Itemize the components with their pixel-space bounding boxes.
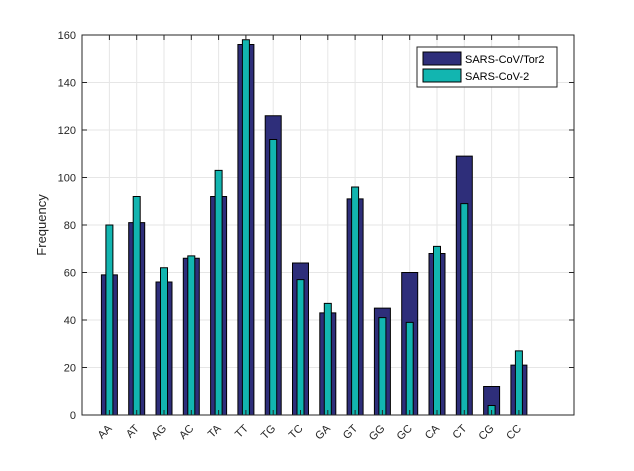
bar-cov2 xyxy=(241,39,250,416)
x-tick-label: TA xyxy=(206,422,224,440)
bar-cov2 xyxy=(351,186,360,416)
y-axis: 0 20 40 60 80 100 120 140 160 xyxy=(58,30,574,422)
y-tick-label: 140 xyxy=(58,78,76,90)
x-tick-label: CG xyxy=(477,423,497,443)
y-axis-label: Frequency xyxy=(34,194,49,256)
bar-cov2 xyxy=(433,245,441,416)
legend: SARS-CoV/Tor2 SARS-CoV-2 xyxy=(416,46,558,88)
y-tick-label: 0 xyxy=(70,410,76,422)
x-tick-label: CC xyxy=(504,423,524,443)
x-tick-label: TT xyxy=(233,422,251,440)
y-tick-label: 20 xyxy=(64,363,76,375)
y-tick-label: 80 xyxy=(64,220,76,232)
bar-cov2 xyxy=(323,302,332,416)
x-tick-label: AT xyxy=(124,422,142,440)
x-tick-label: AC xyxy=(177,423,196,442)
x-tick-label: TC xyxy=(287,423,306,442)
y-tick-label: 40 xyxy=(64,315,76,327)
bar-cov2 xyxy=(132,196,141,416)
y-tick-label: 160 xyxy=(58,30,76,42)
bars xyxy=(100,39,528,416)
legend-swatch-cov2 xyxy=(422,68,462,83)
x-tick-label: GG xyxy=(367,423,388,444)
x-tick-label: GT xyxy=(341,422,360,441)
x-tick-label: TG xyxy=(259,423,278,442)
bar-cov2 xyxy=(460,203,469,416)
bar-cov2 xyxy=(214,169,223,416)
y-tick-label: 60 xyxy=(64,268,76,280)
x-tick-label: CT xyxy=(451,422,470,441)
legend-swatch-tor2 xyxy=(422,51,462,66)
x-tick-label: GC xyxy=(395,423,415,443)
bar-cov2 xyxy=(405,321,414,416)
legend-label-cov2: SARS-CoV-2 xyxy=(465,71,529,83)
legend-label-tor2: SARS-CoV/Tor2 xyxy=(465,54,544,66)
bar-cov2 xyxy=(160,267,168,416)
y-tick-label: 120 xyxy=(58,125,76,137)
bar-cov2 xyxy=(187,255,196,416)
bar-cov2 xyxy=(269,139,278,416)
bar-cov2 xyxy=(378,317,387,416)
x-tick-label: GA xyxy=(313,422,333,442)
x-tick-label: CA xyxy=(423,422,443,442)
bar-cov2 xyxy=(105,224,114,416)
y-tick-label: 100 xyxy=(58,173,76,185)
bar-cov2 xyxy=(514,350,523,416)
x-tick-label: AA xyxy=(96,422,115,441)
x-tick-label: AG xyxy=(149,423,169,443)
bar-cov2 xyxy=(296,279,305,416)
